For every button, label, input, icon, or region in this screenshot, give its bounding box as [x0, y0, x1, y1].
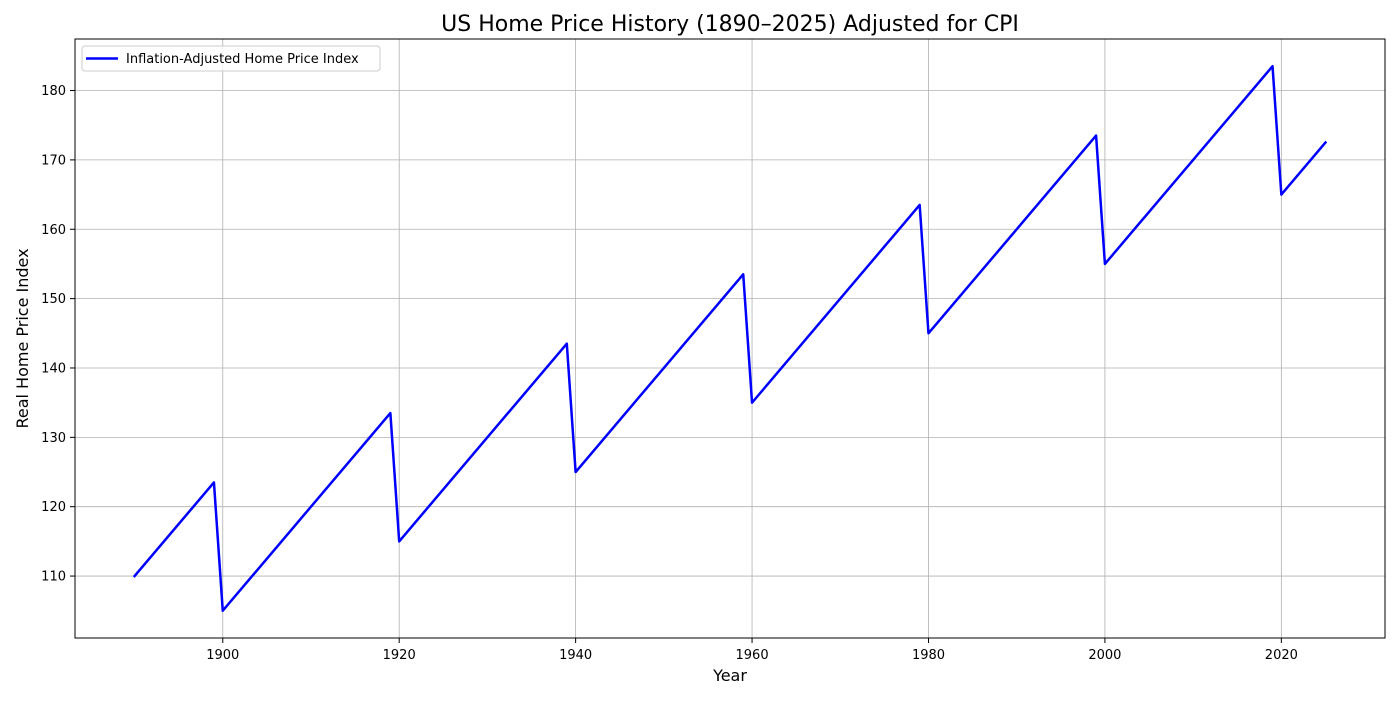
plot-frame — [74, 38, 1386, 639]
legend-label: Inflation-Adjusted Home Price Index — [126, 52, 359, 67]
chart-title: US Home Price History (1890–2025) Adjust… — [441, 12, 1019, 37]
y-tick-label: 180 — [41, 84, 66, 99]
y-tick-label: 150 — [41, 292, 66, 307]
x-tick-label: 1960 — [736, 648, 769, 663]
x-axis-label: Year — [712, 666, 747, 685]
x-tick-label: 2020 — [1265, 648, 1298, 663]
x-tick-label: 1900 — [206, 648, 239, 663]
y-tick-label: 120 — [41, 500, 66, 515]
x-tick-label: 1940 — [559, 648, 592, 663]
y-axis-ticks: 110 120 130 140 150 160 170 180 — [41, 84, 75, 585]
y-tick-label: 170 — [41, 153, 66, 168]
y-tick-label: 110 — [41, 570, 66, 585]
x-tick-label: 2000 — [1088, 648, 1121, 663]
x-axis-ticks: 1900 1920 1940 1960 1980 2000 2020 — [206, 638, 1298, 663]
series-layer — [132, 65, 1328, 612]
x-tick-label: 1920 — [383, 648, 416, 663]
legend: Inflation-Adjusted Home Price Index — [81, 45, 381, 72]
y-axis-label: Real Home Price Index — [13, 248, 32, 428]
legend-box — [81, 45, 381, 72]
grid-lines — [75, 39, 1385, 638]
x-tick-label: 1980 — [912, 648, 945, 663]
y-tick-label: 140 — [41, 361, 66, 376]
series-line — [132, 65, 1328, 612]
y-tick-label: 130 — [41, 431, 66, 446]
y-tick-label: 160 — [41, 223, 66, 238]
